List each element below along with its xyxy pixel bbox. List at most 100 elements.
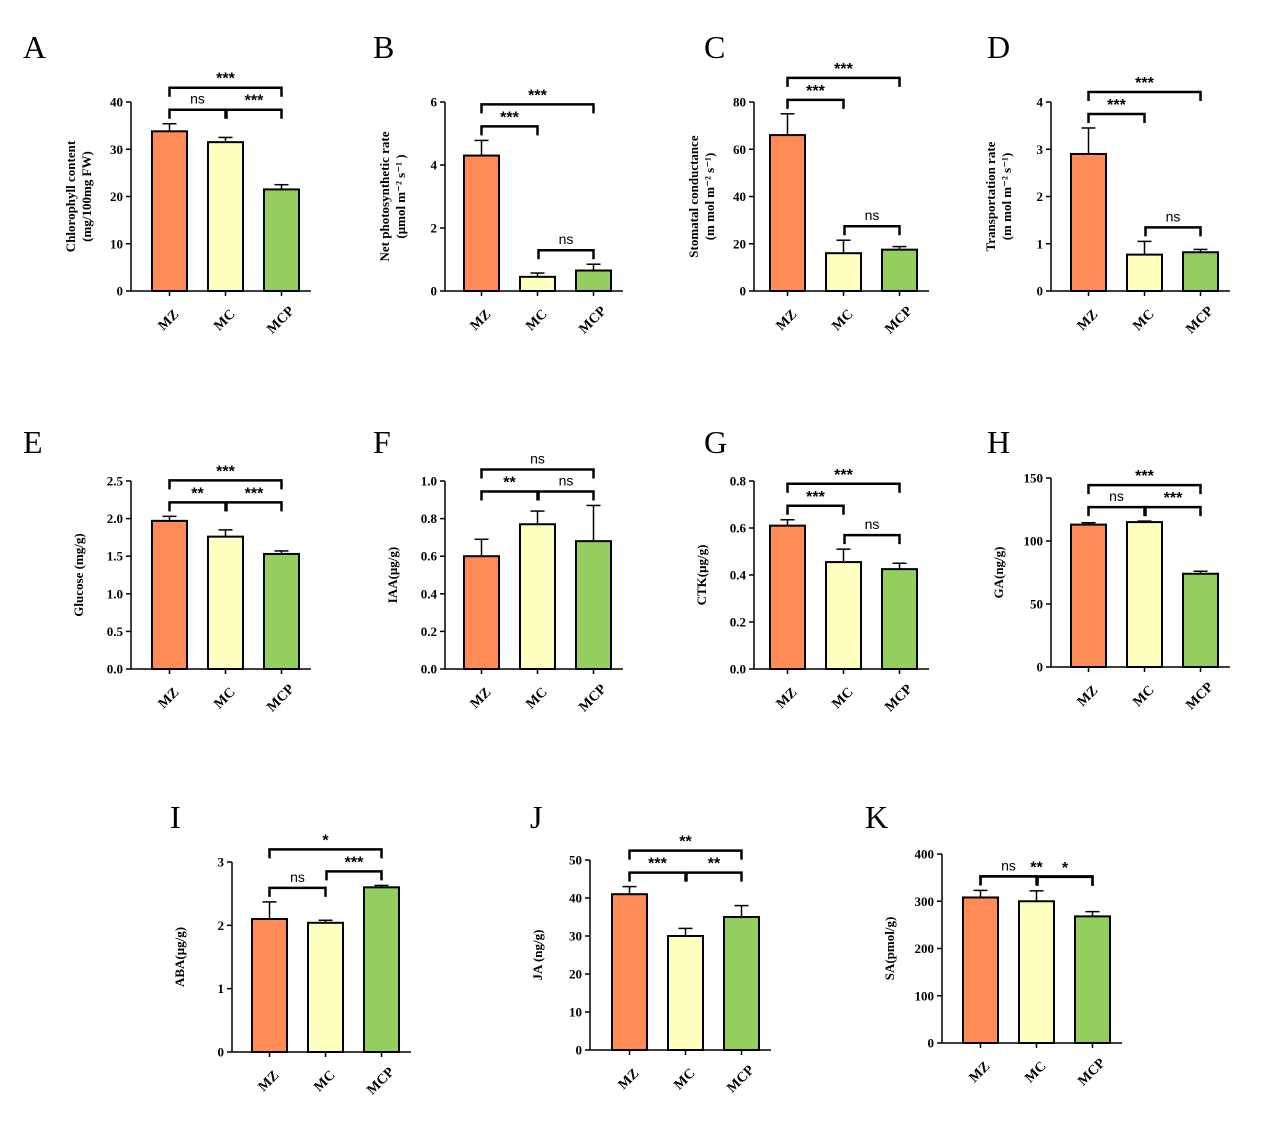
category-label: MZ [468, 685, 495, 712]
bracket-line [786, 98, 845, 109]
y-tick-label: 0.2 [421, 624, 437, 639]
y-tick-label: 0 [1037, 660, 1044, 675]
panel-b: B 0 2 4 6 Net photosynthetic rate (μmol m⁻² s⁻… [373, 29, 623, 337]
significance-label: ns [559, 472, 574, 488]
category-label: MZ [1075, 683, 1102, 710]
significance-label: *** [500, 109, 519, 126]
significance-bracket: *** [786, 83, 845, 109]
bar-mz [1070, 152, 1107, 292]
significance-bracket: *** [225, 485, 283, 512]
panel-g: G 0.0 0.2 0.4 0.6 0.8 CTK(μg/g) MZ MC MCP ns *** *** [694, 424, 929, 715]
category-label: MCP [364, 1065, 397, 1098]
y-tick-label: 0.8 [421, 511, 438, 526]
significance-label: *** [528, 87, 547, 104]
y-tick-label: 1.0 [107, 586, 123, 601]
significance-bracket: ** [628, 834, 743, 860]
significance-label: ** [1030, 859, 1043, 876]
panel-d: D 0 1 2 3 4 Transportation rate (m mol m⁻² s⁻¹)… [983, 29, 1230, 337]
y-axis-label: ABA(μg/g) [172, 927, 187, 987]
category-label: MC [671, 1066, 698, 1093]
y-axis-label: Chlorophyll content [63, 140, 78, 252]
bar-mc [1126, 253, 1163, 292]
bar-mc [207, 535, 244, 671]
significance-label: ns [865, 207, 880, 223]
significance-label: *** [834, 61, 853, 78]
bar-mz [769, 134, 806, 292]
y-axis-label: SA(pmol/g) [882, 917, 897, 981]
bracket-line [628, 871, 687, 882]
y-tick-label: 0.4 [421, 586, 438, 601]
panel-e: E 0.0 0.5 1.0 1.5 2.0 2.5 Glucose (mg/g) MZ MC MCP… [23, 424, 311, 715]
significance-label: *** [245, 485, 264, 502]
bracket-line [480, 125, 539, 136]
panel-letter: I [170, 799, 181, 835]
panel-letter: A [23, 29, 46, 65]
significance-label: *** [1107, 97, 1126, 114]
category-label: MC [1130, 683, 1157, 710]
significance-bracket: *** [786, 489, 845, 515]
category-label: MC [829, 685, 856, 712]
panel-letter: J [530, 799, 542, 835]
significance-bracket: *** [1087, 75, 1202, 101]
significance-label: ** [191, 485, 204, 502]
category-label: MCP [576, 304, 609, 337]
significance-label: *** [345, 854, 364, 871]
significance-bracket: *** [1087, 97, 1146, 123]
significance-label: *** [806, 489, 825, 506]
y-tick-label: 20 [733, 236, 746, 251]
bar-mc [825, 252, 862, 292]
bracket-line [843, 533, 901, 545]
y-tick-label: 6 [431, 95, 438, 110]
bracket-line [1087, 112, 1146, 123]
significance-label: *** [1164, 490, 1183, 507]
y-tick-label: 0.8 [730, 474, 747, 489]
y-tick-label: 40 [569, 891, 582, 906]
y-tick-label: 300 [915, 894, 935, 909]
bar-mcp [363, 886, 400, 1053]
category-label: MCP [882, 304, 915, 337]
category-label: MC [829, 307, 856, 334]
significance-bracket: ** [685, 856, 743, 882]
y-tick-label: 0.6 [421, 549, 438, 564]
bar-mz [962, 896, 999, 1044]
bracket-line [1087, 483, 1202, 495]
y-axis-label: (mg/100mg FW) [79, 151, 94, 242]
y-tick-label: 0.4 [730, 568, 747, 583]
bracket-line [786, 76, 901, 87]
significance-bracket: *** [325, 854, 383, 881]
significance-bracket: *** [628, 856, 687, 882]
bar-mcp [263, 188, 300, 293]
significance-label: ns [865, 516, 880, 532]
bar-mz [769, 524, 806, 671]
category-label: MC [311, 1068, 338, 1095]
y-axis-label: (m mol m⁻² s⁻¹) [999, 153, 1014, 241]
panel-letter: H [987, 424, 1010, 460]
panel-letter: E [23, 424, 43, 460]
bracket-line [537, 490, 595, 501]
significance-label: ns [559, 231, 574, 247]
bracket-line [268, 848, 383, 859]
bar-mc [519, 523, 556, 670]
bar-mz [251, 918, 288, 1053]
y-tick-label: 4 [431, 158, 438, 173]
bar-mz [151, 130, 188, 292]
bar-mc [1018, 900, 1055, 1044]
significance-bracket: * [268, 832, 383, 859]
bar-mcp [1182, 572, 1219, 669]
y-tick-label: 50 [569, 853, 582, 868]
bracket-line [168, 479, 283, 490]
significance-bracket: *** [225, 93, 283, 119]
y-tick-label: 150 [1024, 471, 1044, 486]
y-tick-label: 0.6 [730, 521, 747, 536]
y-tick-label: 10 [569, 1005, 582, 1020]
panel-h: H 0 50 100 150 GA(ng/g) MZ MC MCP ns *** *** [987, 424, 1230, 713]
y-axis-label: (μmol m⁻² s⁻¹ ) [393, 154, 408, 238]
panel-c: C 0 20 40 60 80 Stomatal conductance (m mol m⁻²… [686, 29, 929, 337]
y-axis-label: GA(ng/g) [991, 547, 1006, 599]
bracket-line [325, 870, 383, 881]
y-tick-label: 0 [1037, 284, 1044, 299]
y-tick-label: 30 [569, 929, 582, 944]
